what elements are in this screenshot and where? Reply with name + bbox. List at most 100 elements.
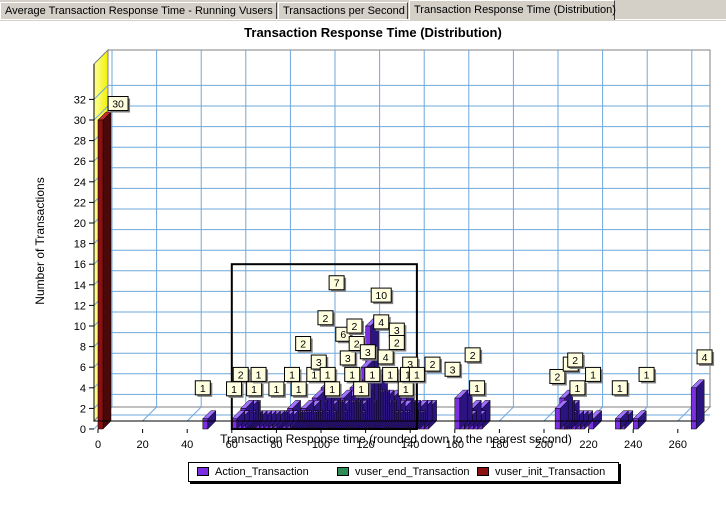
data-label-box: [295, 336, 312, 352]
y-axis-label: Number of Transactions: [33, 177, 47, 304]
data-label-text: 4: [383, 352, 389, 364]
data-label-text: 1: [575, 383, 581, 395]
data-label-box: [339, 350, 356, 366]
data-label-box: [194, 380, 211, 396]
data-label-text: 2: [300, 339, 306, 351]
data-label-box: [317, 310, 334, 326]
y-tick-label: 30: [74, 115, 86, 127]
x-tick-label: 20: [136, 439, 148, 451]
data-label-1: 1: [344, 366, 362, 384]
chart-svg: Transaction Response Time (Distribution)…: [33, 25, 715, 451]
data-label-text: 2: [554, 371, 560, 383]
data-label-box: [464, 347, 481, 363]
data-label-2: 2: [295, 336, 313, 353]
y-tick-label: 16: [74, 259, 86, 271]
data-label-text: 3: [450, 364, 456, 376]
data-label-1: 1: [611, 380, 630, 397]
data-label-2: 2: [346, 318, 364, 335]
x-tick-label: 180: [490, 439, 508, 451]
tab-transactions-per-second[interactable]: Transactions per Second: [278, 2, 408, 19]
gridline-x-floor: [142, 406, 157, 422]
data-label-text: 7: [334, 278, 340, 290]
y-tick-label: 22: [74, 197, 86, 209]
x-tick-label: 220: [579, 439, 597, 451]
y-tick-label: 0: [80, 424, 86, 436]
data-label-box: [444, 361, 461, 377]
data-label-text: 1: [474, 383, 480, 395]
tab-average-response-time-running-vusers[interactable]: Average Transaction Response Time - Runn…: [0, 2, 277, 19]
legend-label-vuser-end: vuser_end_Transaction: [355, 466, 470, 478]
data-label-text: 6: [340, 329, 346, 341]
data-label-box: [226, 381, 243, 397]
data-label-text: 2: [352, 321, 358, 333]
bar-action-47-front: [202, 418, 209, 430]
data-label-text: 3: [407, 359, 413, 371]
data-label-1: 1: [364, 366, 382, 384]
data-label-text: 2: [238, 369, 244, 381]
data-label-4: 4: [696, 349, 715, 366]
bar-vuser-init-side: [102, 111, 112, 430]
data-label-box: [370, 287, 392, 303]
bar-vuser-init-front: [97, 119, 104, 430]
x-tick-label: 80: [270, 439, 282, 451]
gridline-y-side: [93, 105, 109, 121]
x-tick-label: 120: [356, 439, 374, 451]
data-label-box: [549, 368, 566, 384]
data-label-text: 1: [644, 369, 650, 381]
y-tick-label: 28: [74, 136, 86, 148]
data-label-text: 1: [329, 384, 335, 396]
data-label-text: 3: [365, 347, 371, 359]
data-label-text: 3: [345, 353, 351, 365]
data-label-box: [310, 354, 327, 370]
data-label-box: [359, 344, 376, 360]
data-label-2: 2: [232, 366, 251, 384]
tab-response-time-distribution[interactable]: Transaction Response Time (Distribution): [409, 0, 616, 20]
bar-action-240-front: [632, 418, 639, 430]
data-label-box: [611, 380, 628, 396]
data-label-box: [250, 366, 267, 382]
y-tick-label: 4: [80, 383, 86, 395]
data-label-text: 1: [617, 383, 623, 395]
data-label-box: [353, 381, 370, 397]
bar-action-47: [202, 410, 217, 430]
selection-box[interactable]: [230, 263, 418, 430]
y-tick-label: 2: [80, 403, 86, 415]
data-label-text: 1: [387, 369, 393, 381]
data-label-box: [388, 334, 405, 350]
data-label-box: [373, 314, 390, 330]
data-label-box: [328, 275, 345, 291]
data-label-box: [569, 380, 586, 396]
data-label-2: 2: [464, 347, 483, 364]
data-label-text: 2: [572, 355, 578, 367]
data-label-text: 2: [354, 339, 360, 351]
data-label-2: 2: [549, 368, 567, 386]
data-label-3: 3: [444, 361, 463, 379]
gridline-x-floor: [677, 406, 693, 422]
data-label-2: 2: [424, 356, 442, 374]
data-label-text: 1: [289, 369, 295, 381]
data-label-box: [290, 381, 307, 397]
data-label-2: 2: [388, 334, 407, 352]
bar-action-266-front: [690, 387, 697, 430]
data-label-4: 4: [377, 349, 396, 366]
data-label-text: 4: [378, 317, 384, 329]
data-label-text: 2: [470, 350, 476, 362]
data-label-1: 1: [250, 366, 269, 384]
data-label-box: [364, 366, 381, 382]
data-label-box: [469, 380, 486, 396]
data-label-text: 1: [231, 384, 237, 396]
data-label-1: 1: [324, 381, 342, 398]
x-axis-label: Transaction Response time (rounded down …: [220, 432, 572, 446]
x-tick-label: 60: [226, 439, 238, 451]
legend-swatch-action: [197, 467, 209, 476]
data-label-text: 1: [256, 369, 262, 381]
data-label-text: 2: [430, 359, 436, 371]
data-label-box: [107, 96, 129, 112]
data-label-1: 1: [638, 366, 657, 384]
data-label-1: 1: [284, 366, 302, 384]
tab-bar: Average Transaction Response Time - Runn…: [0, 0, 726, 20]
bar-action-266: [690, 379, 705, 430]
data-label-box: [324, 381, 341, 397]
